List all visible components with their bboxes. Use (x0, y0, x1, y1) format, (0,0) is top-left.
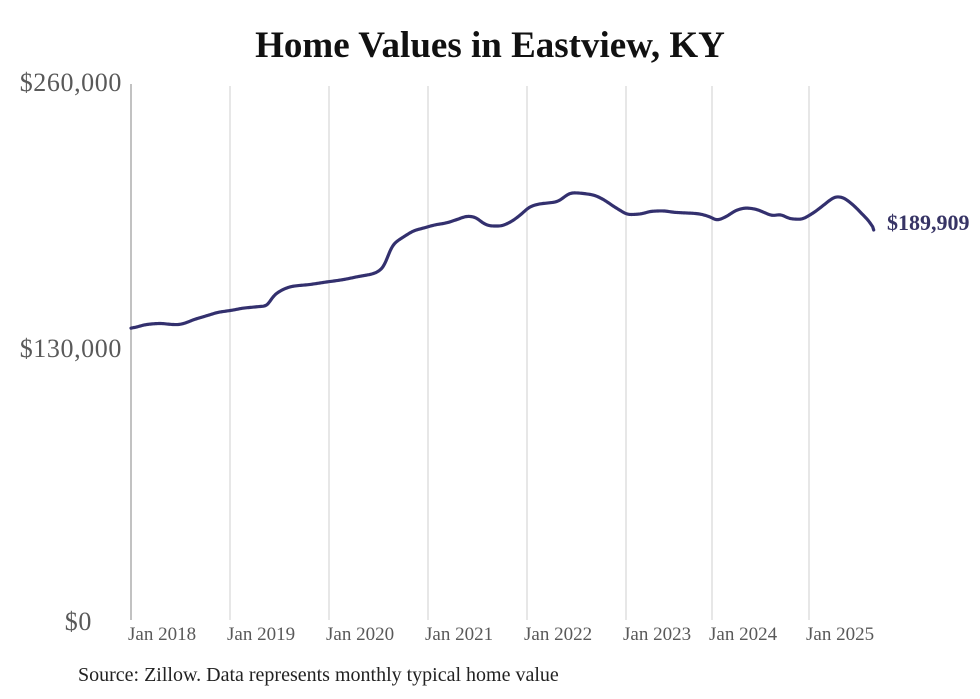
svg-text:$260,000: $260,000 (20, 68, 122, 97)
svg-text:$0: $0 (65, 607, 92, 636)
svg-text:Jan 2018: Jan 2018 (128, 624, 196, 645)
svg-text:$130,000: $130,000 (20, 334, 122, 363)
svg-text:Jan 2025: Jan 2025 (806, 624, 874, 645)
svg-text:Jan 2021: Jan 2021 (425, 624, 493, 645)
svg-text:Jan 2020: Jan 2020 (326, 624, 394, 645)
svg-text:Jan 2019: Jan 2019 (227, 624, 295, 645)
svg-text:Jan 2023: Jan 2023 (623, 624, 691, 645)
svg-text:Jan 2022: Jan 2022 (524, 624, 592, 645)
svg-text:$189,909: $189,909 (887, 210, 970, 235)
svg-text:Jan 2024: Jan 2024 (709, 624, 778, 645)
